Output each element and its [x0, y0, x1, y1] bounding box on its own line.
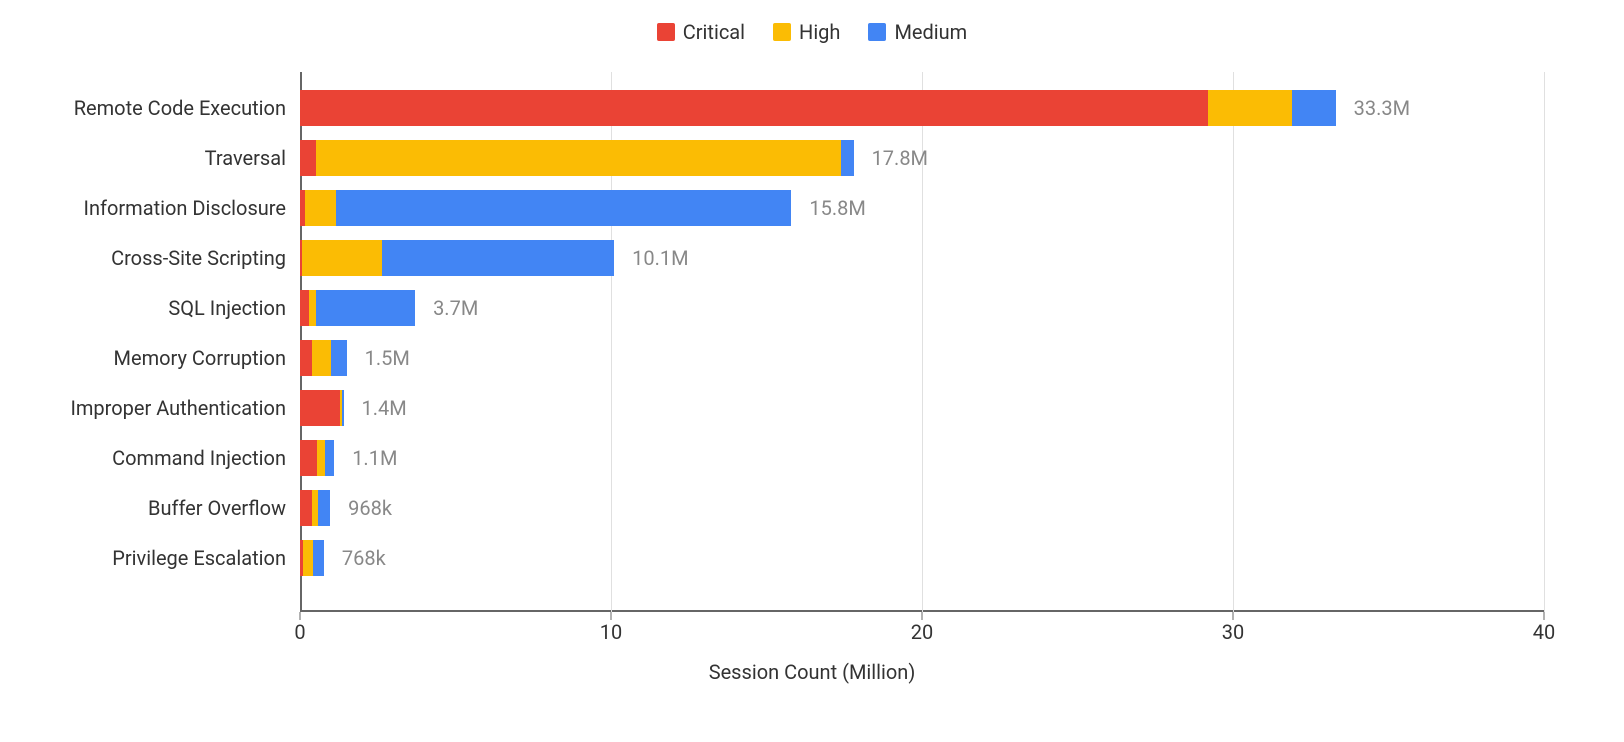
value-label: 1.5M [365, 346, 410, 370]
value-label: 33.3M [1354, 96, 1410, 120]
x-tick-label: 20 [911, 620, 933, 644]
x-tick-mark [611, 612, 612, 620]
bar-row: Privilege Escalation768k [300, 540, 386, 576]
x-tick-mark [1544, 612, 1545, 620]
bar-stack [300, 190, 791, 226]
x-tick-mark [922, 612, 923, 620]
category-label: Memory Corruption [36, 346, 286, 370]
bar-segment-critical [300, 490, 312, 526]
bar-chart: Critical High Medium Remote Code Executi… [40, 20, 1584, 720]
x-ticks: 010203040 [300, 612, 1544, 652]
category-label: Traversal [36, 146, 286, 170]
bar-segment-medium [313, 540, 324, 576]
legend-label: Medium [894, 20, 967, 44]
bar-row: SQL Injection3.7M [300, 290, 478, 326]
x-tick-label: 30 [1222, 620, 1244, 644]
legend-swatch-high [773, 23, 791, 41]
bar-segment-high [305, 190, 336, 226]
category-label: SQL Injection [36, 296, 286, 320]
x-tick-label: 40 [1533, 620, 1555, 644]
category-label: Command Injection [36, 446, 286, 470]
bar-segment-high [1208, 90, 1292, 126]
x-tick-label: 0 [294, 620, 305, 644]
bar-stack [300, 440, 334, 476]
bar-segment-critical [300, 390, 340, 426]
category-label: Improper Authentication [36, 396, 286, 420]
legend-item-critical: Critical [657, 20, 745, 44]
bar-segment-medium [331, 340, 347, 376]
legend: Critical High Medium [40, 20, 1584, 44]
category-label: Information Disclosure [36, 196, 286, 220]
value-label: 10.1M [632, 246, 688, 270]
legend-swatch-critical [657, 23, 675, 41]
legend-label: Critical [683, 20, 745, 44]
bar-segment-medium [325, 440, 334, 476]
bar-row: Information Disclosure15.8M [300, 190, 866, 226]
category-label: Buffer Overflow [36, 496, 286, 520]
bar-row: Remote Code Execution33.3M [300, 90, 1410, 126]
bar-segment-medium [1292, 90, 1336, 126]
value-label: 15.8M [809, 196, 865, 220]
bar-segment-medium [382, 240, 614, 276]
category-label: Privilege Escalation [36, 546, 286, 570]
bar-stack [300, 540, 324, 576]
bar-row: Improper Authentication1.4M [300, 390, 407, 426]
bar-segment-medium [841, 140, 853, 176]
category-label: Cross-Site Scripting [36, 246, 286, 270]
bar-segment-high [316, 140, 842, 176]
bar-stack [300, 290, 415, 326]
value-label: 1.1M [352, 446, 397, 470]
bar-segment-critical [300, 340, 312, 376]
bar-segment-critical [300, 90, 1208, 126]
category-label: Remote Code Execution [36, 96, 286, 120]
bar-segment-high [312, 340, 331, 376]
bar-segment-critical [300, 290, 309, 326]
bar-segment-medium [342, 390, 344, 426]
bar-segment-high [317, 440, 325, 476]
bar-segment-high [303, 540, 313, 576]
value-label: 1.4M [362, 396, 407, 420]
bar-segment-high [302, 240, 383, 276]
gridline [1233, 72, 1234, 612]
value-label: 17.8M [872, 146, 928, 170]
bar-segment-critical [300, 440, 317, 476]
bar-stack [300, 340, 347, 376]
bar-row: Cross-Site Scripting10.1M [300, 240, 689, 276]
value-label: 768k [342, 546, 386, 570]
x-tick-label: 10 [600, 620, 622, 644]
bar-row: Buffer Overflow968k [300, 490, 392, 526]
bar-segment-medium [336, 190, 792, 226]
bar-row: Memory Corruption1.5M [300, 340, 410, 376]
legend-label: High [799, 20, 840, 44]
bar-segment-critical [300, 140, 316, 176]
legend-swatch-medium [868, 23, 886, 41]
x-axis-label: Session Count (Million) [40, 660, 1584, 684]
bar-stack [300, 490, 330, 526]
bar-stack [300, 140, 854, 176]
x-tick-mark [300, 612, 301, 620]
x-tick-mark [1233, 612, 1234, 620]
value-label: 968k [348, 496, 392, 520]
bar-segment-medium [316, 290, 416, 326]
bar-stack [300, 240, 614, 276]
legend-item-medium: Medium [868, 20, 967, 44]
plot-area: Remote Code Execution33.3M Traversal17.8M… [300, 72, 1544, 612]
gridline [1544, 72, 1545, 612]
bar-row: Command Injection1.1M [300, 440, 397, 476]
bar-row: Traversal17.8M [300, 140, 928, 176]
value-label: 3.7M [433, 296, 478, 320]
bar-stack [300, 90, 1336, 126]
bar-stack [300, 390, 344, 426]
legend-item-high: High [773, 20, 840, 44]
bar-segment-medium [318, 490, 330, 526]
